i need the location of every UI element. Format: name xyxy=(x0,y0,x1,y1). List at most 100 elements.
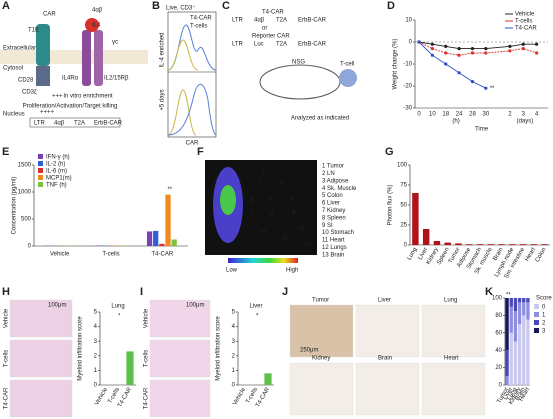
bar-segment xyxy=(522,315,526,385)
bar xyxy=(264,373,272,385)
label: T4-CAR xyxy=(4,387,10,409)
x-tick-label: T-cells xyxy=(102,252,119,258)
bar-segment xyxy=(522,302,526,316)
panel-label: H xyxy=(2,286,10,298)
y-tick-label: 5 xyxy=(94,310,98,316)
label: Liver xyxy=(378,298,391,304)
label: CAR xyxy=(186,141,199,147)
micrograph xyxy=(289,362,354,416)
label: Nucleus xyxy=(3,112,25,118)
y-tick-label: 100 xyxy=(492,296,503,302)
bar-segment xyxy=(513,341,518,385)
y-tick-label: -10 xyxy=(403,62,412,68)
x-tick-label: 24 xyxy=(456,112,463,118)
bar xyxy=(159,243,165,246)
legend-entry: MCP1(m) xyxy=(46,176,72,182)
bar-segment xyxy=(526,298,530,303)
y-tick-label: 2 xyxy=(232,353,236,359)
bar-segment xyxy=(509,298,513,307)
label: Lung xyxy=(507,387,519,402)
x-tick-label: 30 xyxy=(482,112,489,118)
label: 100μm xyxy=(186,303,204,309)
micrograph xyxy=(355,362,420,416)
label: LTR xyxy=(232,42,244,48)
legend-swatch xyxy=(38,182,43,187)
label: Lung xyxy=(407,247,419,262)
label: γc xyxy=(112,40,118,46)
t-cell xyxy=(339,69,357,87)
x-tick-label: 3 xyxy=(522,112,526,118)
organ-label: 13 Brain xyxy=(322,252,344,258)
bar-segment xyxy=(505,350,509,377)
y-tick-label: 0 xyxy=(499,383,503,389)
y-tick-label: 0 xyxy=(404,243,408,249)
organ-number: 7 xyxy=(250,213,254,219)
bar xyxy=(519,244,527,245)
organ-label: 9 SI xyxy=(322,223,333,229)
label: Concentration (pg/ml) xyxy=(12,177,18,235)
organ-number: 3 xyxy=(280,182,284,188)
label: ErbB-CAR xyxy=(94,121,123,127)
micrograph xyxy=(421,304,486,358)
bar-segment xyxy=(509,306,513,333)
mouse xyxy=(259,64,341,100)
label: T-cell xyxy=(340,62,354,68)
panel-label: G xyxy=(385,146,394,158)
histogram xyxy=(167,83,217,136)
label: Heart xyxy=(444,356,459,362)
y-tick-label: 4 xyxy=(94,324,98,330)
y-tick-label: -30 xyxy=(403,106,412,112)
label: NSG xyxy=(292,60,305,66)
bar xyxy=(153,230,159,246)
label: ErbB-CAR xyxy=(298,42,327,48)
label: 4αβ xyxy=(92,8,103,14)
car-receptor xyxy=(36,24,50,66)
organ-number: 12 xyxy=(298,226,305,232)
panel-label: D xyxy=(387,0,395,12)
legend-entry: 2 xyxy=(542,321,546,327)
organ-label: 7 Kidney xyxy=(322,208,345,214)
y-tick-label: 25 xyxy=(400,223,407,229)
bar xyxy=(476,244,484,245)
bar xyxy=(126,351,134,385)
panel-label: A xyxy=(2,0,10,12)
label: * xyxy=(256,314,259,320)
bar-segment xyxy=(526,302,530,320)
label: Vehicle xyxy=(94,386,109,406)
x-tick-label: 2 xyxy=(508,112,512,118)
y-tick-label: 75 xyxy=(400,183,407,189)
mouse-signal xyxy=(220,185,236,215)
panel-label: J xyxy=(282,286,288,298)
organ-label: 6 Liver xyxy=(322,201,340,207)
organ-number: 1 xyxy=(262,170,266,176)
bar xyxy=(455,243,462,245)
y-tick-label: 100 xyxy=(397,163,408,169)
organ-number: 10 xyxy=(260,230,267,236)
images xyxy=(9,299,486,418)
y-tick-label: 3 xyxy=(94,339,98,345)
label: or xyxy=(262,26,267,32)
histogram xyxy=(167,39,199,71)
bar xyxy=(171,239,177,246)
il4r-chain xyxy=(94,30,103,86)
label: T-cells xyxy=(4,350,10,367)
label: Analyzed as indicated xyxy=(291,116,349,122)
label: IL4 xyxy=(92,23,101,29)
label: 4αβ xyxy=(254,18,265,24)
label: CD28 xyxy=(18,78,34,84)
legend-entry: T4-CAR xyxy=(515,26,537,32)
legend-swatch xyxy=(534,304,539,309)
x-tick-label: 18 xyxy=(442,112,449,118)
legend-swatch xyxy=(534,320,539,325)
label: Reporter CAR xyxy=(252,34,290,40)
label: Cytosol xyxy=(3,66,23,72)
point xyxy=(470,51,475,55)
x-tick-label: 4 xyxy=(535,112,539,118)
legend-entry: IFN-γ (h) xyxy=(46,155,70,161)
color-scale xyxy=(228,258,298,263)
panel-label: I xyxy=(140,286,143,298)
legend-swatch xyxy=(534,328,539,333)
label: 250μm xyxy=(300,348,318,354)
label: IL2/15Rβ xyxy=(104,76,129,82)
y-tick-label: 40 xyxy=(495,348,502,354)
